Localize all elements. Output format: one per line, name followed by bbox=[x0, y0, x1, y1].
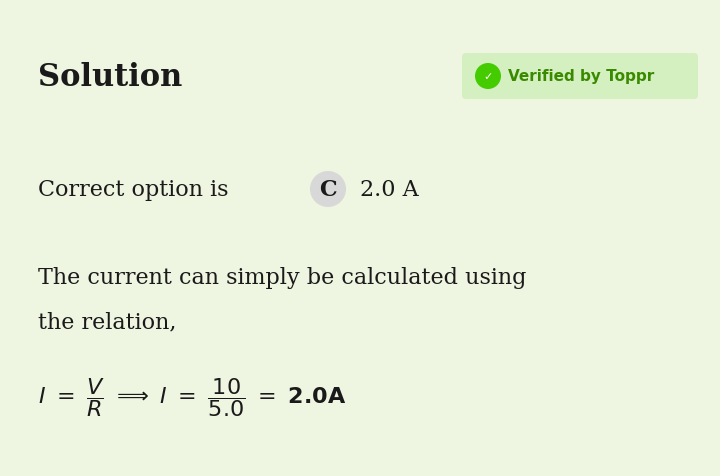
Text: C: C bbox=[319, 178, 337, 200]
Circle shape bbox=[310, 172, 346, 208]
Text: Correct option is: Correct option is bbox=[38, 178, 228, 200]
Text: The current can simply be calculated using: The current can simply be calculated usi… bbox=[38, 267, 526, 288]
Text: Verified by Toppr: Verified by Toppr bbox=[508, 69, 654, 84]
Text: 2.0 A: 2.0 A bbox=[360, 178, 418, 200]
FancyBboxPatch shape bbox=[462, 54, 698, 100]
Text: ✓: ✓ bbox=[483, 72, 492, 82]
Circle shape bbox=[475, 64, 501, 90]
Text: Solution: Solution bbox=[38, 62, 182, 93]
Text: $I\ =\ \dfrac{V}{R}\ \Longrightarrow\ I\ =\ \dfrac{10}{5.0}\ =\ \mathbf{2.0A}$: $I\ =\ \dfrac{V}{R}\ \Longrightarrow\ I\… bbox=[38, 376, 346, 418]
Text: the relation,: the relation, bbox=[38, 310, 176, 332]
